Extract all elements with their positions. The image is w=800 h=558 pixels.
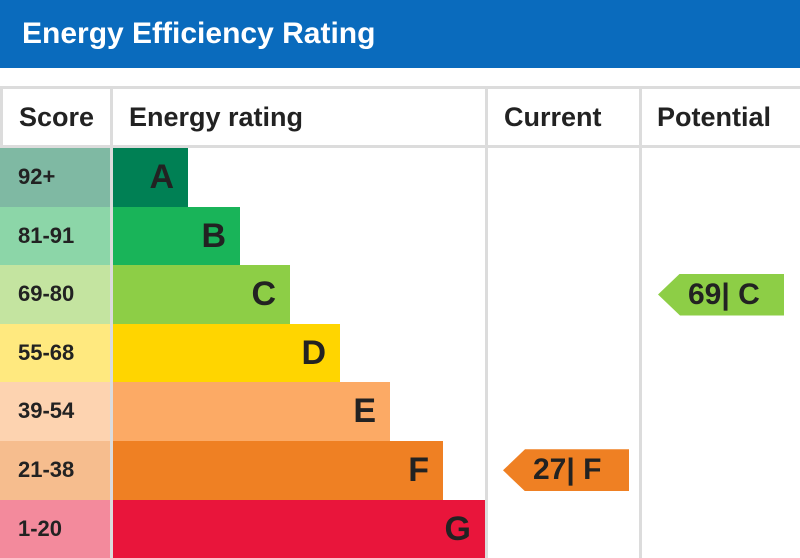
potential-rating-label: 69| C: [688, 277, 760, 311]
header-current: Current: [488, 89, 639, 145]
potential-rating-arrow: 69| C: [658, 273, 784, 316]
score-band-C: 69-80: [0, 265, 110, 324]
rating-bar-D: D: [113, 323, 340, 383]
score-band-F: 21-38: [0, 441, 110, 500]
rating-bar-C: C: [113, 265, 290, 324]
potential-column: [642, 148, 800, 558]
chart-title: Energy Efficiency Rating: [0, 0, 800, 68]
score-band-D: 55-68: [0, 323, 110, 383]
rating-bar-F: F: [113, 441, 443, 500]
score-band-E: 39-54: [0, 382, 110, 441]
score-band-A: 92+: [0, 148, 110, 207]
rating-bar-B: B: [113, 206, 240, 266]
header-rating: Energy rating: [113, 89, 485, 145]
header-score: Score: [3, 89, 110, 145]
score-band-G: 1-20: [0, 499, 110, 558]
current-rating-label: 27| F: [533, 453, 602, 487]
header-potential: Potential: [642, 89, 800, 145]
current-rating-arrow: 27| F: [503, 449, 629, 492]
current-column: [488, 148, 639, 558]
rating-bar-E: E: [113, 382, 390, 441]
rating-bar-A: A: [113, 148, 188, 207]
score-band-B: 81-91: [0, 206, 110, 266]
rating-bar-G: G: [113, 499, 485, 558]
